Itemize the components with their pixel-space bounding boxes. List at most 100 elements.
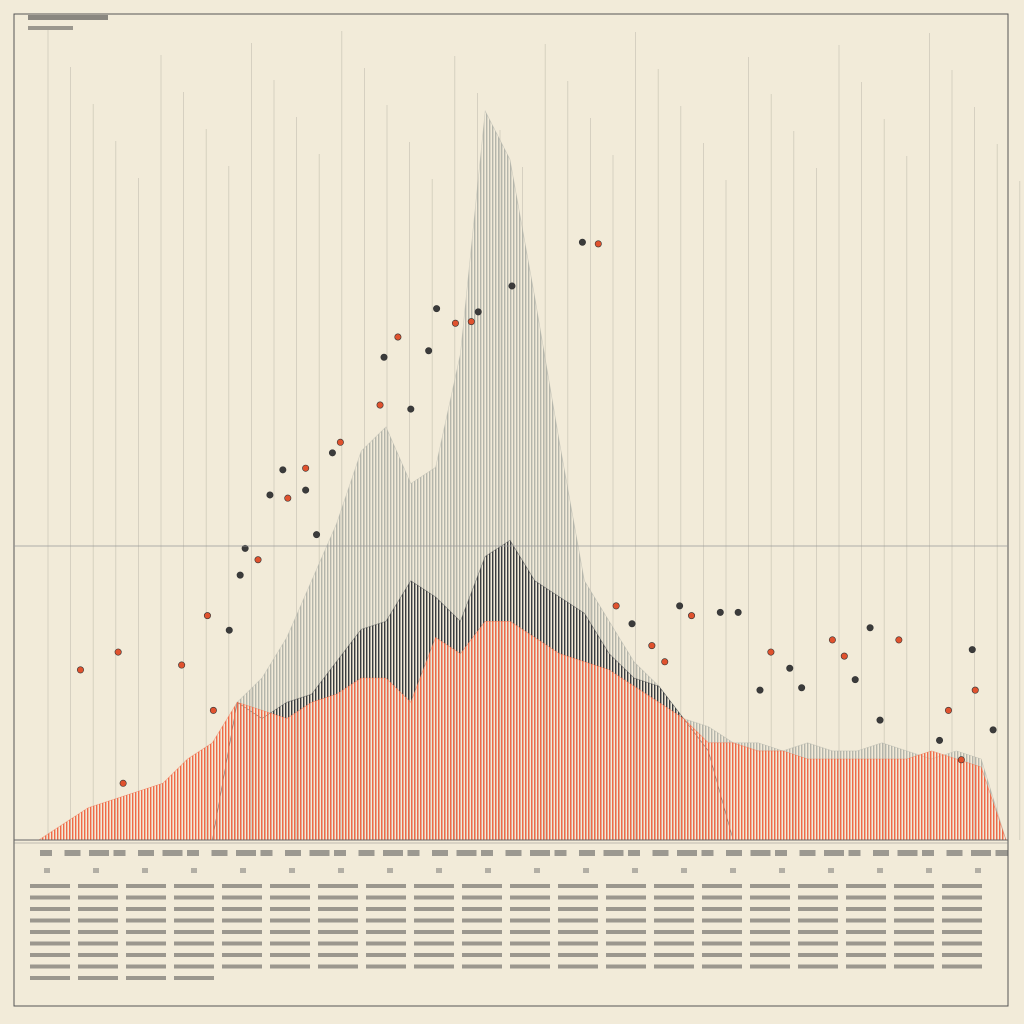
point	[433, 305, 441, 313]
tick-label-blot	[799, 850, 816, 856]
point	[628, 620, 636, 628]
paragraph-blot	[414, 918, 454, 923]
paragraph-blot	[606, 930, 646, 934]
point	[266, 491, 274, 499]
tick-label-blot	[632, 868, 638, 873]
paragraph-blot	[270, 953, 310, 957]
point	[376, 401, 384, 409]
tick-label-blot	[142, 868, 148, 873]
tick-label-blot	[89, 850, 109, 856]
paragraph-blot	[78, 907, 118, 911]
paragraph-blot	[702, 895, 742, 900]
paragraph-blot	[558, 930, 598, 934]
paragraph-blot	[174, 953, 214, 957]
tick-label-blot	[554, 850, 567, 856]
point	[380, 353, 388, 361]
paragraph-blot	[606, 907, 646, 911]
paragraph-blot	[318, 964, 358, 969]
title-blot	[28, 26, 73, 30]
paragraph-blot	[606, 953, 646, 957]
paragraph-blot	[894, 895, 934, 900]
paragraph-blot	[126, 895, 166, 900]
paragraph-blot	[942, 941, 982, 946]
paragraph-blot	[270, 918, 310, 923]
point	[944, 706, 952, 714]
paragraph-blot	[78, 976, 118, 980]
tick-label-blot	[387, 868, 393, 873]
paragraph-blot	[894, 884, 934, 888]
point	[279, 466, 287, 474]
point	[394, 333, 402, 341]
tick-label-blot	[485, 868, 491, 873]
area	[14, 621, 1007, 841]
point	[840, 652, 848, 660]
paragraph-blot	[654, 895, 694, 900]
paragraph-blot	[702, 953, 742, 957]
paragraph-blot	[798, 964, 838, 969]
paragraph-blot	[30, 964, 70, 969]
point	[407, 405, 415, 413]
paragraph-blot	[750, 930, 790, 934]
tick-label-blot	[432, 850, 448, 856]
tick-label-blot	[579, 850, 595, 856]
tick-label-blot	[583, 868, 589, 873]
paragraph-blot	[78, 884, 118, 888]
tick-label-blot	[289, 868, 295, 873]
paragraph-blot	[894, 953, 934, 957]
paragraph-blot	[798, 941, 838, 946]
tick-label-blot	[64, 850, 81, 856]
tick-label-blot	[383, 850, 403, 856]
paragraph-blot	[222, 953, 262, 957]
paragraph-blot	[366, 884, 406, 888]
paragraph-blot	[942, 964, 982, 969]
paragraph-blot	[846, 907, 886, 911]
paragraph-blot	[414, 895, 454, 900]
paragraph-blot	[78, 895, 118, 900]
paragraph-blot	[318, 895, 358, 900]
paragraph-blot	[750, 964, 790, 969]
paragraph-blot	[366, 907, 406, 911]
point	[594, 240, 602, 248]
paragraph-blot	[510, 953, 550, 957]
point	[936, 736, 944, 744]
paragraph-blot	[654, 907, 694, 911]
point	[734, 608, 742, 616]
paragraph-blot	[942, 895, 982, 900]
paragraph-blot	[126, 884, 166, 888]
tick-label-blot	[828, 868, 834, 873]
paragraph-blot	[942, 884, 982, 888]
paragraph-blot	[30, 918, 70, 923]
point	[114, 648, 122, 656]
paragraph-blot	[78, 930, 118, 934]
paragraph-blot	[462, 941, 502, 946]
point	[313, 531, 321, 539]
tick-label-blot	[824, 850, 844, 856]
paragraph-blot	[174, 930, 214, 934]
paragraph-blot	[174, 941, 214, 946]
paragraph-blot	[846, 964, 886, 969]
paragraph-blot	[846, 918, 886, 923]
paragraph-blot	[606, 895, 646, 900]
paragraph-blot	[126, 930, 166, 934]
paragraph-blot	[462, 918, 502, 923]
paragraph-blot	[654, 930, 694, 934]
paragraph-blot	[702, 964, 742, 969]
paragraph-blot	[510, 964, 550, 969]
paragraph-blot	[414, 884, 454, 888]
paragraph-blot	[750, 953, 790, 957]
point	[119, 779, 127, 787]
paragraph-blot	[462, 884, 502, 888]
point	[467, 318, 475, 326]
point	[336, 438, 344, 446]
illegible-text	[28, 15, 1008, 980]
paragraph-blot	[222, 964, 262, 969]
paragraph-blot	[558, 941, 598, 946]
tick-label-blot	[481, 850, 493, 856]
tick-label-blot	[971, 850, 991, 856]
tick-label-blot	[436, 868, 442, 873]
paragraph-blot	[606, 918, 646, 923]
paragraph-blot	[78, 918, 118, 923]
paragraph-blot	[30, 907, 70, 911]
paragraph-blot	[702, 884, 742, 888]
paragraph-blot	[654, 964, 694, 969]
